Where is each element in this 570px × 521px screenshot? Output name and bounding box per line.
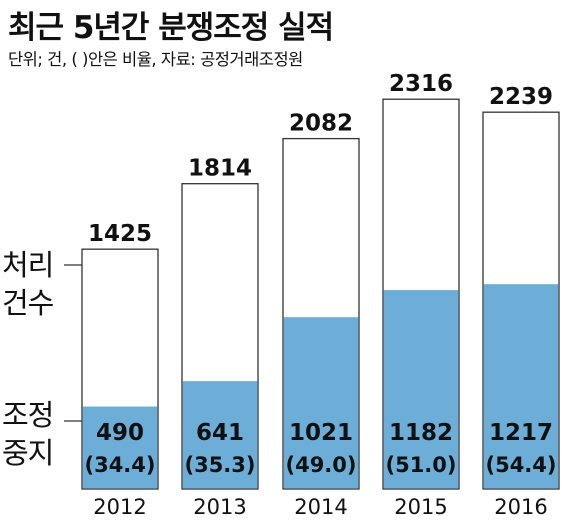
data-label-ratio: (49.0) (285, 453, 356, 477)
data-label-stopped: 641 (196, 420, 244, 446)
chart-subtitle: 단위; 건, ( )안은 비율, 자료: 공정거래조정원 (8, 50, 303, 69)
data-label-stopped: 1217 (489, 420, 553, 446)
data-label-ratio: (35.3) (184, 453, 255, 477)
data-label-ratio: (54.4) (485, 453, 556, 477)
data-label-total: 1814 (188, 156, 252, 182)
data-label-total: 2239 (489, 84, 553, 110)
legend-total-line2: 건수 (2, 286, 54, 320)
data-label-stopped: 1021 (289, 420, 353, 446)
data-label-total: 2316 (389, 71, 453, 97)
x-tick-label: 2015 (394, 495, 447, 519)
legend-stopped-label: 조정 중지 (2, 396, 54, 472)
data-label-ratio: (34.4) (84, 453, 155, 477)
x-tick-label: 2013 (193, 495, 246, 519)
legend-total-label: 처리 건수 (2, 246, 54, 322)
bar-stopped (283, 317, 359, 489)
data-label-stopped: 490 (96, 420, 144, 446)
bar-stopped (82, 406, 158, 489)
bar-stopped (483, 284, 559, 489)
x-tick-label: 2016 (494, 495, 547, 519)
bar-stopped (383, 290, 459, 489)
bar-stopped (182, 381, 258, 489)
data-label-total: 2082 (289, 111, 353, 137)
legend-stopped-line1: 조정 (2, 398, 54, 432)
x-tick-label: 2012 (93, 495, 146, 519)
data-label-stopped: 1182 (389, 420, 453, 446)
x-tick-label: 2014 (294, 495, 347, 519)
data-label-total: 1425 (88, 221, 152, 247)
chart-title: 최근 5년간 분쟁조정 실적 (8, 10, 334, 46)
data-label-ratio: (51.0) (385, 453, 456, 477)
legend-total-line1: 처리 (2, 248, 54, 282)
legend-stopped-line2: 중지 (2, 436, 54, 470)
